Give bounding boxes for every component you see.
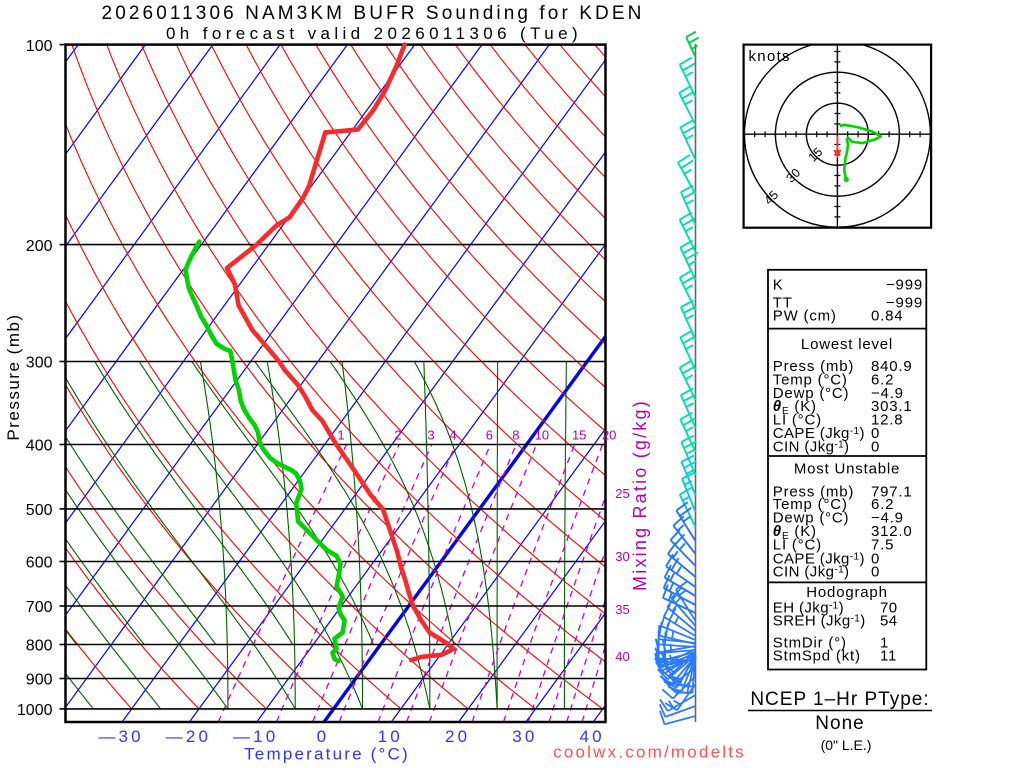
svg-text:CAPE (Jkg-1): CAPE (Jkg-1): [773, 550, 865, 567]
svg-text:CAPE (Jkg-1): CAPE (Jkg-1): [773, 425, 865, 442]
svg-text:300: 300: [26, 355, 53, 372]
svg-text:0: 0: [871, 550, 880, 567]
svg-text:−999: −999: [886, 276, 923, 293]
svg-text:LI (°C): LI (°C): [773, 536, 822, 553]
svg-text:2026011306 NAM3KM BUFR Soundin: 2026011306 NAM3KM BUFR Sounding for KDEN: [102, 3, 645, 24]
svg-text:—10: —10: [233, 727, 279, 746]
svg-text:PW (cm): PW (cm): [773, 307, 837, 324]
svg-text:coolwx.com/modelts: coolwx.com/modelts: [553, 743, 746, 762]
svg-text:15: 15: [572, 428, 586, 443]
svg-text:TT: TT: [773, 294, 793, 311]
svg-text:CIN (Jkg-1): CIN (Jkg-1): [773, 564, 850, 581]
svg-text:900: 900: [26, 672, 53, 689]
svg-text:30: 30: [615, 549, 629, 564]
svg-text:2: 2: [394, 428, 401, 443]
svg-text:840.9: 840.9: [871, 358, 913, 375]
svg-text:400: 400: [26, 438, 53, 455]
svg-text:Press (mb): Press (mb): [773, 358, 854, 375]
svg-text:Temp (°C): Temp (°C): [773, 496, 848, 513]
svg-text:θE (K): θE (K): [773, 523, 817, 542]
svg-text:4: 4: [449, 428, 456, 443]
svg-text:500: 500: [26, 502, 53, 519]
svg-text:20: 20: [602, 428, 616, 443]
svg-text:70: 70: [880, 600, 898, 617]
svg-text:StmSpd (kt): StmSpd (kt): [773, 648, 861, 665]
svg-text:0h forecast valid 2026011306 (: 0h forecast valid 2026011306 (Tue): [166, 24, 582, 43]
svg-text:Dewp (°C): Dewp (°C): [773, 509, 850, 526]
svg-text:303.1: 303.1: [871, 398, 913, 415]
svg-text:Press (mb): Press (mb): [773, 483, 854, 500]
svg-text:0.84: 0.84: [871, 307, 903, 324]
svg-text:10: 10: [378, 727, 403, 746]
svg-text:Dewp (°C): Dewp (°C): [773, 385, 850, 402]
svg-text:6.2: 6.2: [871, 371, 894, 388]
svg-text:11: 11: [880, 648, 897, 665]
svg-text:0: 0: [871, 425, 880, 442]
svg-text:12.8: 12.8: [871, 412, 903, 429]
svg-text:Temperature (°C): Temperature (°C): [244, 745, 410, 764]
svg-text:35: 35: [615, 602, 629, 617]
svg-text:7.5: 7.5: [871, 536, 894, 553]
svg-text:6.2: 6.2: [871, 496, 894, 513]
svg-text:20: 20: [445, 727, 470, 746]
svg-text:StmDir (°): StmDir (°): [773, 634, 847, 651]
svg-text:10: 10: [535, 428, 549, 443]
svg-text:1: 1: [880, 634, 889, 651]
svg-text:0: 0: [317, 727, 330, 746]
svg-text:797.1: 797.1: [871, 483, 913, 500]
svg-text:Mixing Ratio (g/kg): Mixing Ratio (g/kg): [630, 399, 650, 591]
svg-text:Lowest level: Lowest level: [801, 336, 893, 353]
svg-text:100: 100: [26, 38, 53, 55]
svg-text:0: 0: [871, 564, 880, 581]
svg-text:EH (Jkg-1): EH (Jkg-1): [773, 600, 844, 617]
svg-text:θE (K): θE (K): [773, 398, 817, 417]
svg-text:—20: —20: [166, 727, 212, 746]
svg-text:600: 600: [26, 555, 53, 572]
svg-text:0: 0: [871, 438, 880, 455]
svg-text:3: 3: [427, 428, 434, 443]
svg-text:SREH (Jkg-1): SREH (Jkg-1): [773, 613, 866, 630]
svg-text:−4.9: −4.9: [871, 385, 904, 402]
svg-text:−999: −999: [886, 294, 923, 311]
svg-text:800: 800: [26, 638, 53, 655]
svg-text:200: 200: [26, 238, 53, 255]
svg-text:6: 6: [486, 428, 493, 443]
svg-text:54: 54: [880, 613, 898, 630]
svg-text:None: None: [815, 713, 864, 734]
svg-text:Pressure (mb): Pressure (mb): [4, 313, 23, 440]
svg-text:8: 8: [512, 428, 519, 443]
svg-text:25: 25: [615, 486, 629, 501]
svg-text:(0" L.E.): (0" L.E.): [821, 737, 872, 753]
svg-text:LI (°C): LI (°C): [773, 412, 822, 429]
svg-text:Hodograph: Hodograph: [806, 584, 887, 601]
svg-text:1: 1: [337, 428, 344, 443]
svg-text:40: 40: [580, 727, 605, 746]
svg-text:312.0: 312.0: [871, 523, 913, 540]
svg-text:Most Unstable: Most Unstable: [794, 461, 900, 478]
svg-text:knots: knots: [749, 48, 791, 65]
svg-text:K: K: [773, 276, 784, 293]
svg-text:CIN (Jkg-1): CIN (Jkg-1): [773, 438, 850, 455]
svg-text:30: 30: [512, 727, 537, 746]
svg-text:−4.9: −4.9: [871, 509, 904, 526]
svg-text:40: 40: [615, 649, 629, 664]
svg-text:Temp (°C): Temp (°C): [773, 371, 848, 388]
svg-text:1000: 1000: [17, 702, 53, 719]
svg-text:NCEP 1–Hr PType:: NCEP 1–Hr PType:: [750, 689, 929, 710]
svg-text:700: 700: [26, 599, 53, 616]
svg-text:—30: —30: [98, 727, 144, 746]
